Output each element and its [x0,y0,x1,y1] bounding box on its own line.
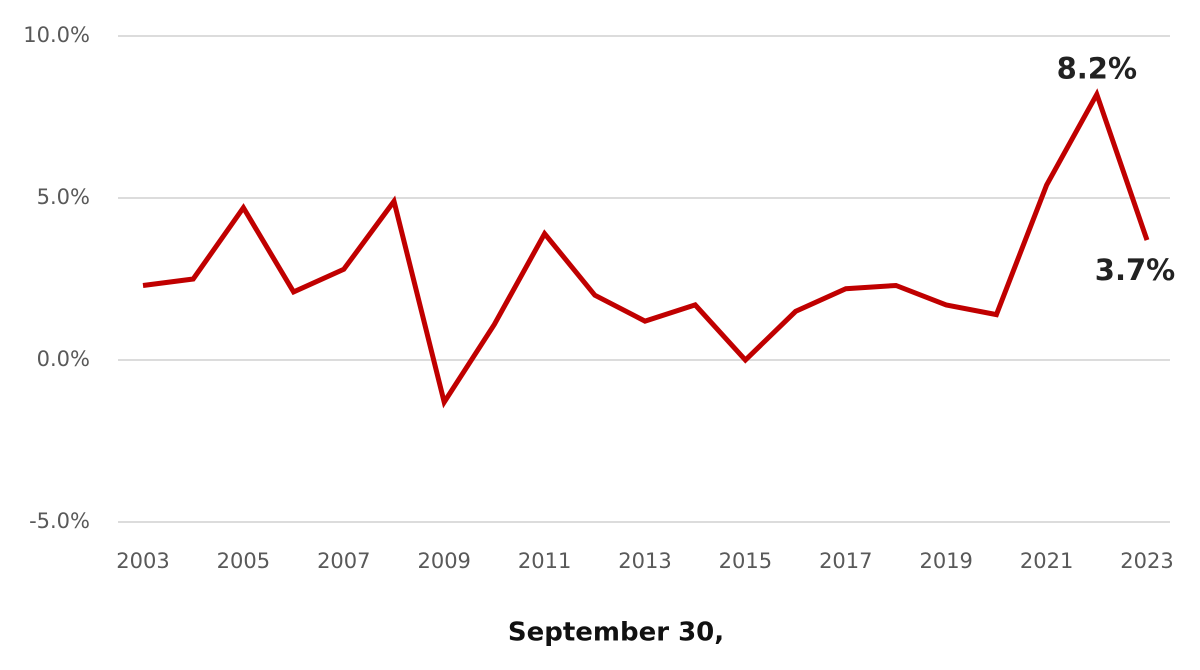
x-tick-label: 2017 [819,549,872,573]
y-tick-label: 0.0% [37,347,90,371]
x-tick-label: 2015 [719,549,772,573]
x-tick-label: 2021 [1020,549,1073,573]
y-tick-label: 5.0% [37,185,90,209]
x-tick-label: 2009 [417,549,470,573]
x-tick-label: 2019 [919,549,972,573]
x-tick-label: 2023 [1120,549,1173,573]
x-tick-label: 2007 [317,549,370,573]
y-tick-label: -5.0% [29,509,90,533]
x-tick-label: 2011 [518,549,571,573]
y-tick-label: 10.0% [23,23,90,47]
x-tick-label: 2005 [217,549,270,573]
x-tick-label: 2013 [618,549,671,573]
data-label: 3.7% [1095,253,1175,287]
data-line [142,88,1150,409]
data-label: 8.2% [1057,51,1137,85]
x-tick-label: 2003 [116,549,169,573]
x-axis-label: September 30, [508,618,724,648]
